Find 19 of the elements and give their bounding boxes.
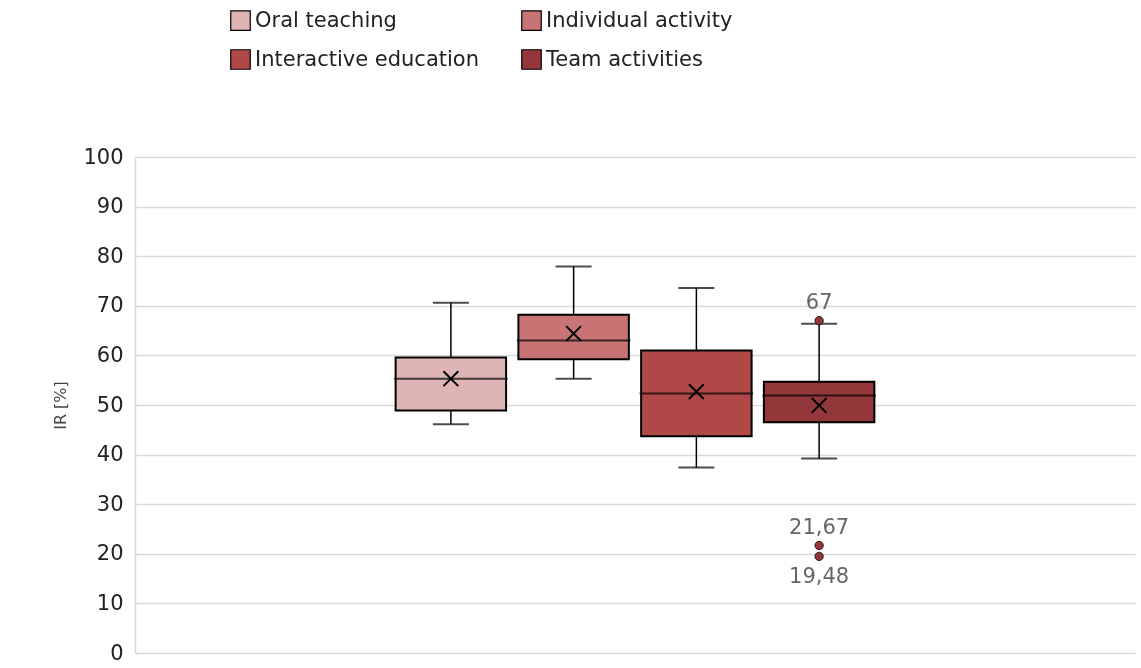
y-tick-label: 90 (96, 194, 124, 219)
legend-label: Oral teaching (255, 7, 397, 32)
y-axis-title: IR [%] (51, 381, 71, 430)
legend-label: Team activities (545, 46, 703, 71)
y-tick-label: 60 (96, 342, 124, 367)
y-tick-label: 50 (96, 392, 124, 417)
y-tick-label: 30 (96, 491, 124, 516)
y-tick-label: 70 (96, 293, 124, 318)
annotation: 67 (805, 289, 833, 314)
legend-label: Interactive education (255, 46, 479, 71)
y-tick-label: 10 (96, 590, 124, 615)
annotation: 19,48 (789, 564, 850, 589)
legend-label: Individual activity (546, 7, 733, 32)
y-tick-label: 20 (96, 541, 124, 566)
annotation: 21,67 (789, 514, 850, 539)
y-tick-label: 40 (96, 442, 124, 467)
y-tick-label: 100 (83, 144, 124, 169)
y-tick-label: 80 (96, 243, 124, 268)
y-tick-label: 0 (110, 640, 124, 665)
